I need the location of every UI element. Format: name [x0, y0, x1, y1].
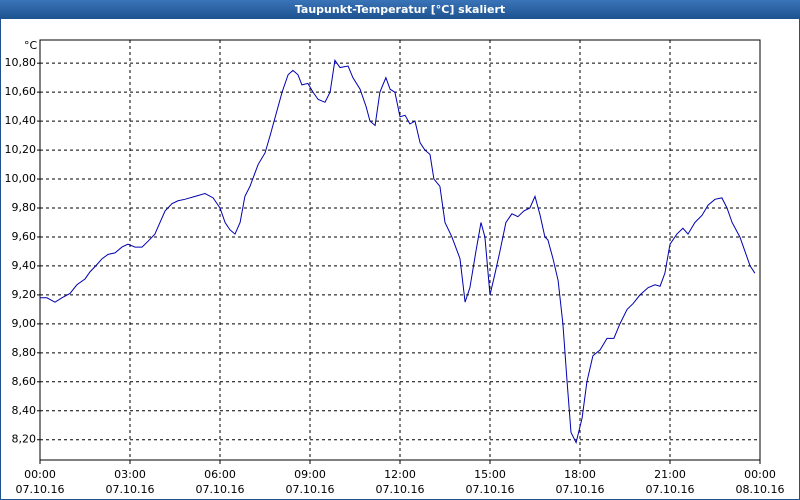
x-tick-label: 00:00 — [24, 468, 56, 481]
y-tick-label: 9,80 — [12, 201, 37, 214]
title-bar — [0, 0, 800, 19]
x-tick-date: 07.10.16 — [556, 483, 605, 496]
y-tick-label: 9,20 — [12, 288, 37, 301]
x-tick-date: 08.10.16 — [736, 483, 785, 496]
x-tick-label: 09:00 — [294, 468, 326, 481]
x-tick-date: 07.10.16 — [16, 483, 65, 496]
x-tick-date: 07.10.16 — [196, 483, 245, 496]
y-tick-label: 10,40 — [5, 114, 37, 127]
y-tick-label: 8,20 — [12, 433, 37, 446]
y-tick-label: 8,60 — [12, 375, 37, 388]
x-tick-label: 03:00 — [114, 468, 146, 481]
x-tick-label: 15:00 — [474, 468, 506, 481]
y-tick-label: 9,60 — [12, 230, 37, 243]
y-tick-label: 8,80 — [12, 346, 37, 359]
x-tick-label: 12:00 — [384, 468, 416, 481]
y-tick-label: 10,00 — [5, 172, 37, 185]
x-tick-label: 18:00 — [564, 468, 596, 481]
y-tick-label: 8,40 — [12, 404, 37, 417]
y-tick-label: 9,40 — [12, 259, 37, 272]
chart-title: Taupunkt-Temperatur [°C] skaliert — [295, 3, 505, 16]
x-tick-label: 06:00 — [204, 468, 236, 481]
data-line — [40, 58, 756, 445]
y-tick-label: 10,80 — [5, 56, 37, 69]
x-tick-date: 07.10.16 — [106, 483, 155, 496]
x-tick-date: 07.10.16 — [466, 483, 515, 496]
x-tick-date: 07.10.16 — [376, 483, 425, 496]
x-tick-date: 07.10.16 — [646, 483, 695, 496]
x-tick-label: 21:00 — [654, 468, 686, 481]
x-tick-label: 00:00 — [744, 468, 776, 481]
y-tick-label: 10,20 — [5, 143, 37, 156]
y-axis-label: °C — [24, 39, 38, 52]
y-tick-label: 9,00 — [12, 317, 37, 330]
x-tick-date: 07.10.16 — [286, 483, 335, 496]
y-tick-label: 10,60 — [5, 85, 37, 98]
